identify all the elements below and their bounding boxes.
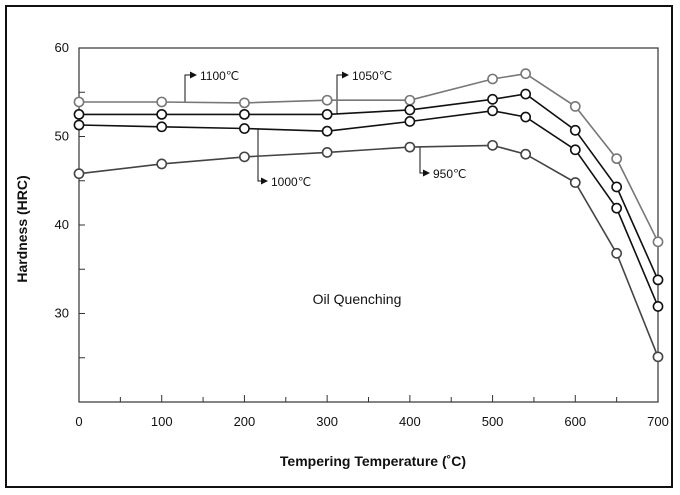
data-point xyxy=(569,101,581,112)
data-point xyxy=(487,93,498,105)
callout-label: 1000℃ xyxy=(271,175,311,189)
data-point xyxy=(520,148,532,160)
data-point xyxy=(239,108,250,120)
callout-arrow xyxy=(261,177,268,185)
data-point xyxy=(239,123,250,134)
series-lines xyxy=(73,68,664,363)
data-point xyxy=(520,68,532,80)
data-point xyxy=(239,151,250,163)
series-line-1 xyxy=(79,93,659,281)
callout-leader xyxy=(257,128,262,182)
series-line-3 xyxy=(78,144,659,358)
callout-arrow xyxy=(342,71,349,79)
callout-arrow xyxy=(423,169,430,177)
callout-leader xyxy=(184,74,191,102)
callout-leader xyxy=(336,74,343,115)
data-point xyxy=(73,108,85,120)
callout-label: 950℃ xyxy=(433,167,467,181)
data-point xyxy=(239,97,250,109)
data-point xyxy=(611,247,623,259)
callout-label: 1050℃ xyxy=(352,69,392,83)
data-point xyxy=(73,168,85,180)
data-point xyxy=(73,119,85,131)
y-tick-label: 30 xyxy=(55,306,69,321)
y-tick-label: 50 xyxy=(55,129,69,144)
series-line-2 xyxy=(78,109,659,307)
callouts: 1100℃ 1050℃ 1000℃ 950℃ xyxy=(184,69,467,189)
data-point xyxy=(156,158,168,170)
data-point xyxy=(487,73,498,85)
data-point xyxy=(611,153,623,165)
data-point xyxy=(156,121,168,133)
x-tick-label: 100 xyxy=(151,414,173,429)
data-point xyxy=(569,177,581,188)
data-point xyxy=(321,125,333,137)
x-tick-label: 400 xyxy=(399,414,421,429)
data-point xyxy=(321,147,333,158)
x-tick-label: 200 xyxy=(234,414,256,429)
data-point xyxy=(487,105,498,117)
data-point xyxy=(652,351,664,363)
data-point xyxy=(321,108,333,120)
data-point xyxy=(404,141,416,153)
data-point xyxy=(487,139,498,151)
annotation-oil-quenching: Oil Quenching xyxy=(313,291,402,307)
series-line-0 xyxy=(79,72,659,243)
chart-frame xyxy=(5,5,673,488)
data-point xyxy=(321,94,333,106)
x-tick-label: 600 xyxy=(564,414,586,429)
data-point xyxy=(404,116,416,127)
data-point xyxy=(404,94,416,106)
x-tick-label: 300 xyxy=(316,414,338,429)
y-tick-label: 40 xyxy=(55,217,69,232)
callout-leader xyxy=(419,147,424,174)
callout-arrow xyxy=(190,71,197,79)
data-point xyxy=(156,96,168,108)
data-point xyxy=(611,181,623,193)
data-point xyxy=(404,104,416,116)
x-tick-label: 500 xyxy=(482,414,504,429)
x-axis-title: Tempering Temperature (˚C) xyxy=(280,453,466,469)
data-point xyxy=(156,108,168,120)
data-point xyxy=(73,96,85,108)
callout-label: 1100℃ xyxy=(200,69,239,83)
data-point xyxy=(652,274,664,286)
data-point xyxy=(569,144,581,156)
data-point xyxy=(611,202,623,214)
data-point xyxy=(652,236,664,248)
data-point xyxy=(520,88,532,100)
x-tick-label: 700 xyxy=(647,414,669,429)
data-point xyxy=(652,301,664,312)
y-tick-label: 60 xyxy=(55,40,69,55)
data-point xyxy=(569,124,581,136)
x-tick-label: 0 xyxy=(75,414,82,429)
y-axis-title: Hardness (HRC) xyxy=(14,175,30,282)
data-point xyxy=(520,111,532,123)
